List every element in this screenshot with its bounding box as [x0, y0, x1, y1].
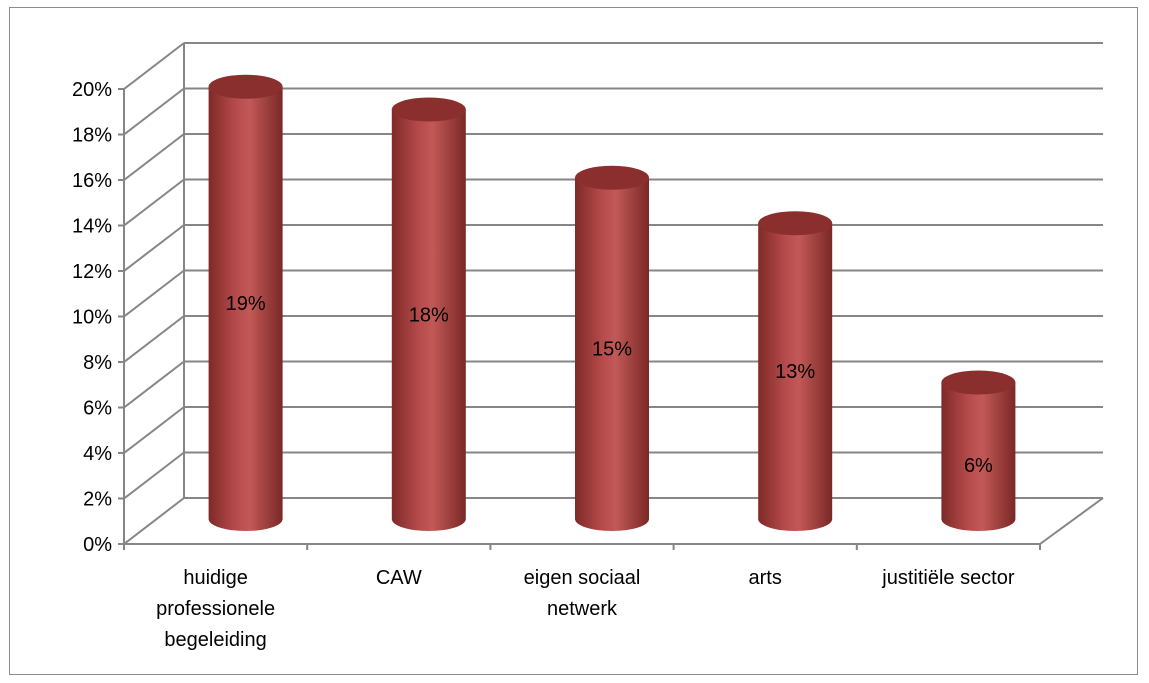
gridline-side	[123, 224, 185, 272]
category-label: eigen sociaal netwerk	[524, 567, 641, 620]
gridline-side	[123, 406, 185, 454]
data-labels: 19% 18% 15% 13% 6%	[226, 293, 993, 477]
bar	[391, 97, 466, 531]
gridline-side	[123, 451, 185, 500]
y-tick-label: 12%	[72, 261, 112, 283]
y-tick-label: 8%	[83, 352, 112, 374]
bar-body	[575, 177, 649, 531]
bar-top	[391, 97, 466, 122]
gridline-side	[123, 42, 185, 90]
gridline-side	[123, 360, 185, 409]
y-tick-label: 16%	[72, 170, 112, 192]
bar-body	[391, 109, 466, 531]
y-tick-label: 6%	[83, 398, 112, 420]
bar-body	[758, 223, 833, 531]
data-label: 18%	[409, 304, 449, 326]
category-label: CAW	[376, 567, 422, 589]
floor-right-edge	[1039, 497, 1104, 545]
gridline-side	[123, 133, 185, 181]
y-tick-label: 10%	[72, 307, 112, 329]
gridline-side	[123, 87, 185, 136]
gridline-side	[123, 315, 185, 363]
category-label: huidige professionele begeleiding	[156, 567, 275, 651]
gridline-side	[123, 269, 185, 318]
bar	[575, 165, 649, 531]
data-label: 19%	[226, 293, 266, 315]
bar	[208, 74, 283, 531]
y-tick-label: 14%	[72, 216, 112, 238]
bar-body	[208, 86, 283, 531]
gridline-side	[123, 178, 185, 227]
bar	[758, 211, 833, 531]
bar-body	[941, 382, 1016, 531]
bar-top	[575, 165, 649, 190]
category-label: arts	[749, 567, 782, 589]
bar-top	[208, 74, 283, 99]
chart-frame	[9, 7, 1138, 675]
data-label: 13%	[775, 361, 815, 383]
bar	[941, 370, 1016, 531]
y-tick-label: 0%	[83, 534, 112, 556]
data-label: 6%	[964, 455, 993, 477]
y-tick-label: 20%	[72, 79, 112, 101]
y-tick-label: 2%	[83, 489, 112, 511]
y-tick-label: 18%	[72, 125, 112, 147]
data-label: 15%	[592, 338, 632, 360]
y-tick-labels: 0% 2% 4% 6% 8% 10% 12% 14% 16% 18% 20%	[72, 79, 112, 556]
bar-top	[941, 370, 1016, 395]
category-labels: huidige professionele begeleiding CAW eigen …	[156, 567, 1015, 651]
gridline-side	[123, 497, 185, 545]
category-label: justitiële sector	[881, 567, 1015, 589]
bar-top	[758, 211, 833, 236]
bars	[208, 74, 1016, 531]
y-tick-label: 4%	[83, 443, 112, 465]
